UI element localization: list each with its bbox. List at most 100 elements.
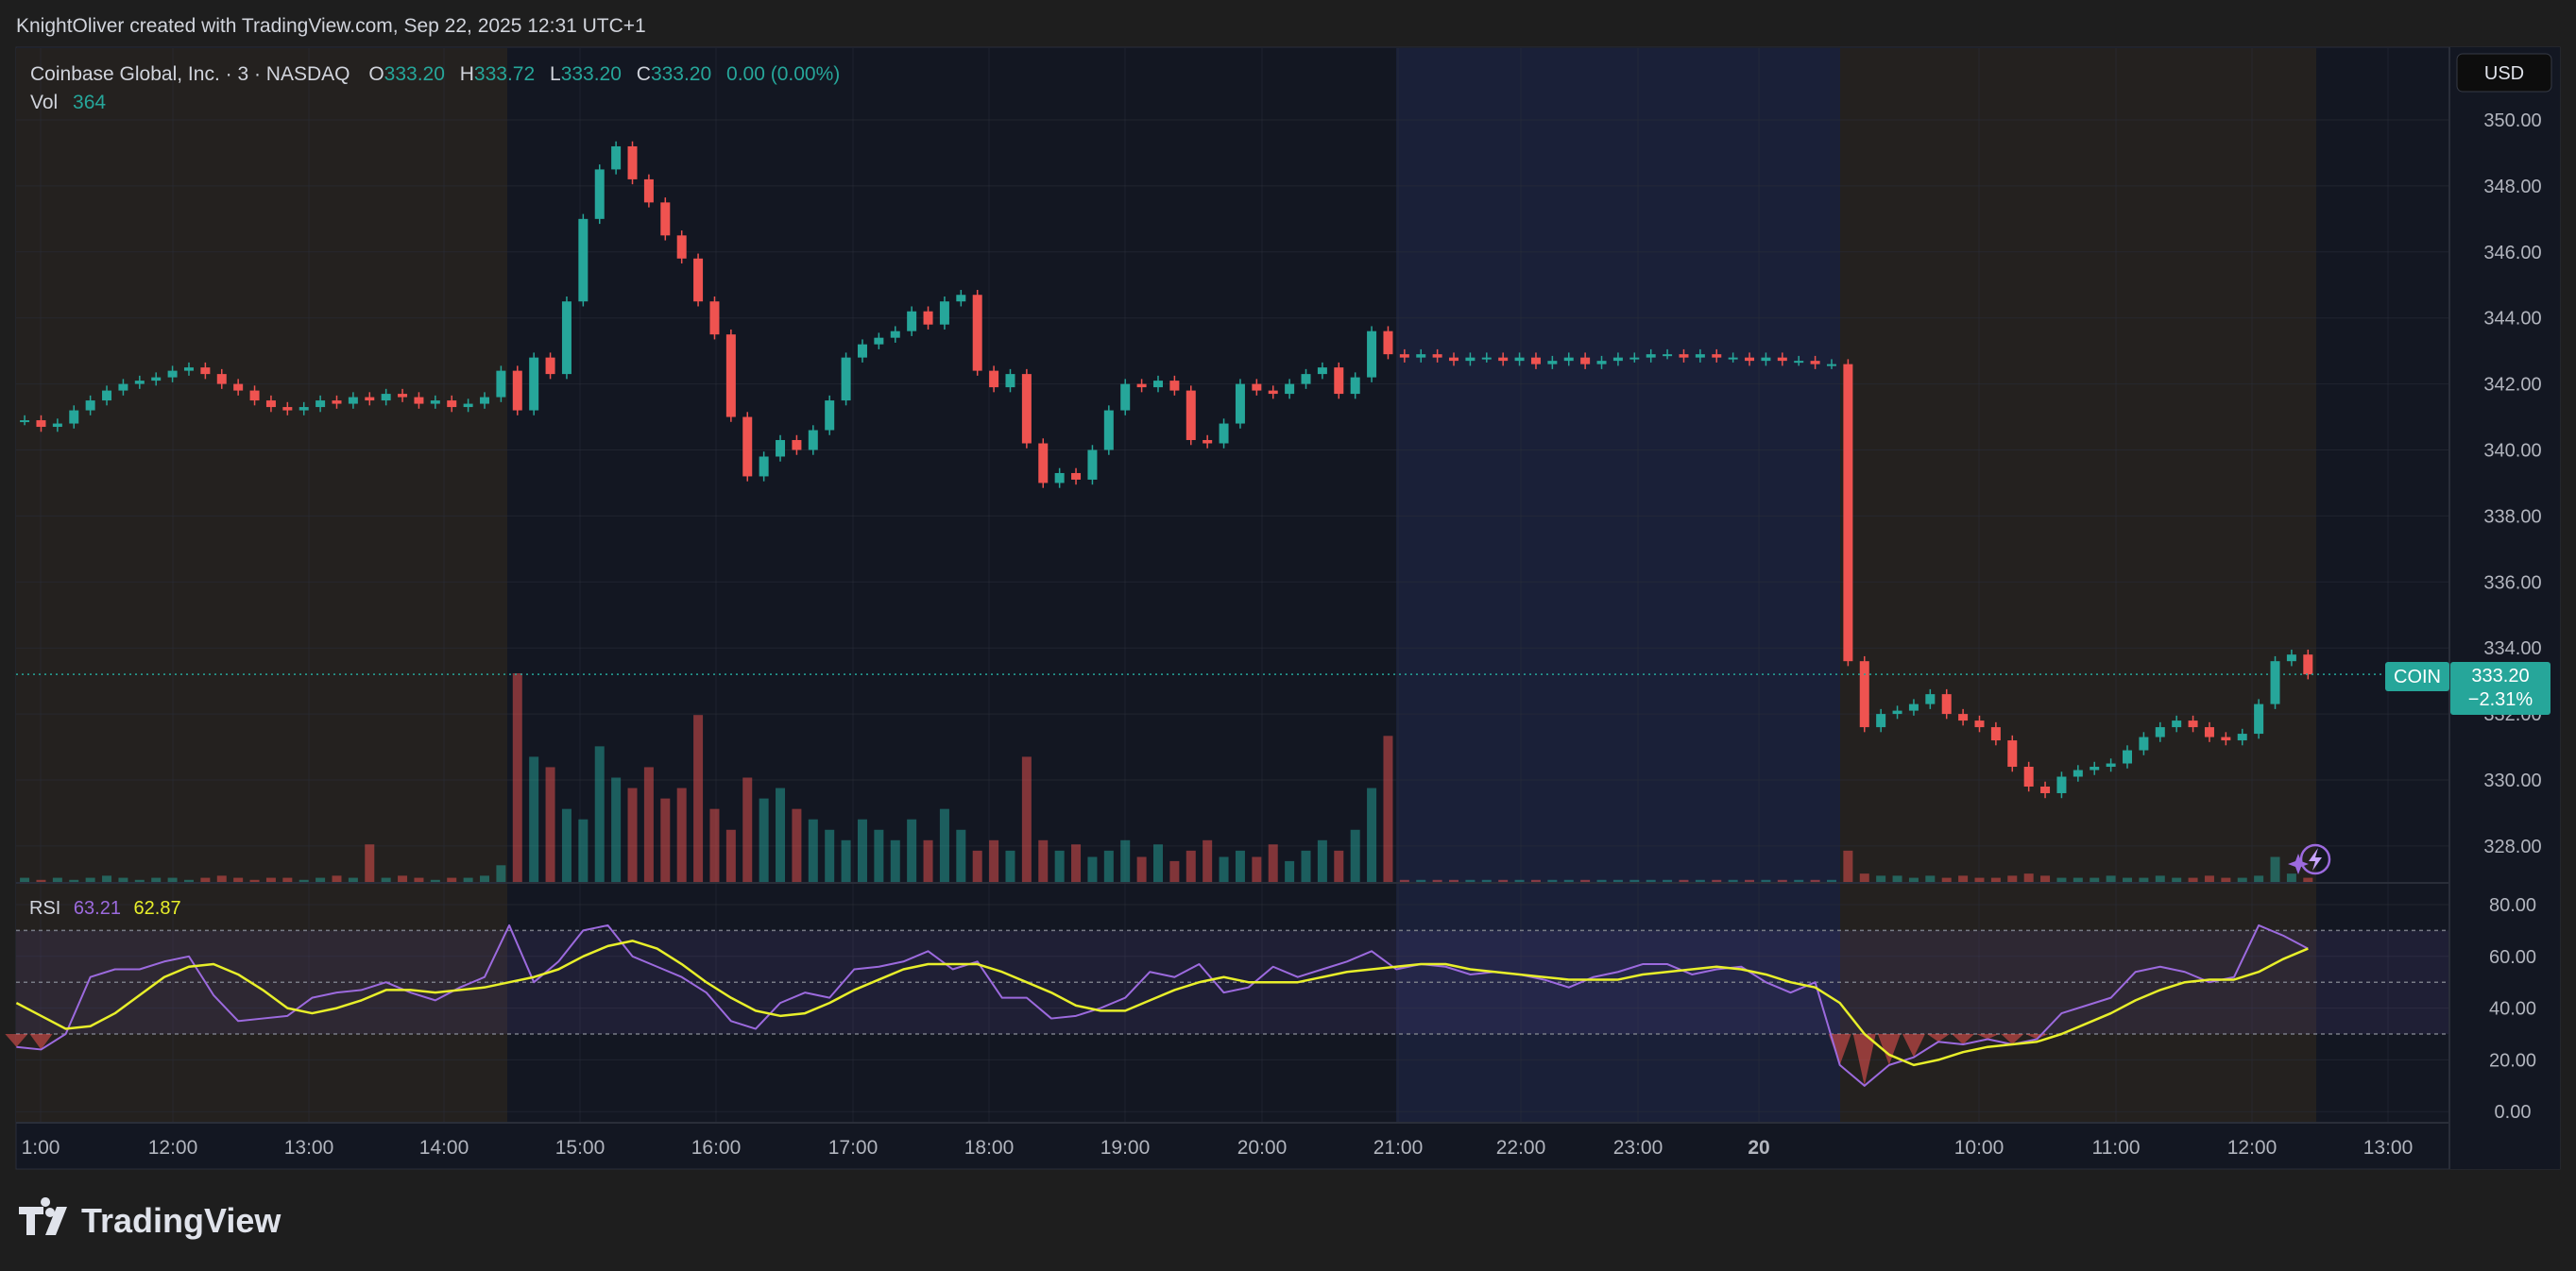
candle-body [265,400,276,408]
volume-bar [1087,856,1098,882]
candle-body [1481,357,1492,360]
volume-bar [972,850,982,882]
price-tick-label: 348.00 [2483,177,2541,197]
volume-bar [1136,856,1147,882]
close-label: C [637,63,651,85]
candle-body [134,381,145,384]
volume-bar [447,877,457,882]
time-tick-label: 16:00 [691,1137,742,1159]
volume-bar [1794,879,1804,882]
volume-bar [989,839,999,882]
volume-bar [1629,879,1640,882]
alert-lightning-icon[interactable] [2288,843,2331,875]
candle-body [1958,714,1969,721]
candle-body [1777,357,1787,362]
rsi-label[interactable]: RSI [29,898,60,919]
candle-body [348,397,358,404]
price-tick-label: 338.00 [2483,506,2541,527]
volume-bar [660,798,671,882]
rsi-tick-label: 40.00 [2489,999,2536,1020]
currency-button[interactable]: USD [2456,53,2552,93]
price-axis-labels: 350.00 348.00 346.00 344.00 342.00 340.00 338.… [2483,110,2541,857]
volume-bar [1350,829,1360,882]
volume-bar [693,715,704,882]
time-tick-label: 12:00 [148,1137,198,1159]
candle-body [2123,750,2133,764]
lightning-icon[interactable] [2309,848,2322,871]
volume-bar [1728,879,1738,882]
candle-body [183,367,194,371]
volume-bar [1005,850,1015,882]
candle-body [1038,443,1049,483]
volume-bar [2090,877,2100,882]
currency-button-bg[interactable] [2456,53,2552,93]
candle-body [857,344,867,358]
candle-body [216,374,227,384]
volume-bar [1383,736,1393,882]
volume-bar [2188,877,2198,882]
session-backgrounds [16,48,2449,1123]
volume-bar [561,808,571,882]
candle-body [874,337,884,345]
candle-body [1530,357,1541,364]
candle-body [2155,727,2165,737]
volume-bar [2303,877,2313,882]
candle-body [1580,357,1591,364]
candle-body [1810,361,1820,364]
volume-label[interactable]: Vol [30,92,58,113]
rsi-tick-label: 60.00 [2489,947,2536,968]
volume-bar [627,788,638,882]
candle-body [69,410,79,424]
candle-body [2040,786,2051,793]
candle-body [1120,383,1131,411]
candle-body [2221,737,2231,741]
volume-bar [398,875,408,882]
candle-body [20,420,30,423]
candle-body [2073,770,2083,777]
candle-body [1941,694,1952,715]
candle-body [759,456,769,477]
volume-bar [1547,879,1558,882]
candle-body [480,397,490,404]
candle-body [1761,357,1771,362]
volume-bar [1612,879,1623,882]
candle-body [956,295,966,302]
price-tick-label: 344.00 [2483,309,2541,330]
candle-body [643,178,654,203]
candle-body [1186,390,1196,441]
volume-bar [2270,856,2280,882]
volume-bar [299,879,309,882]
candle-body [923,311,933,325]
volume-bar [890,839,900,882]
open-label: O [368,63,384,85]
time-tick-label: 19:00 [1100,1137,1151,1159]
lightning-icon-ring[interactable] [2299,843,2331,875]
currency-button-label[interactable]: USD [2484,63,2524,84]
time-tick-label: 1:00 [22,1137,60,1159]
price-axis[interactable] [2449,47,2560,1169]
candle-body [1547,361,1558,364]
volume-bar [1449,879,1459,882]
candle-body [414,397,424,404]
volume-bar [1416,879,1426,882]
candle-body [2023,767,2034,787]
time-tick-label: 20 [1748,1137,1769,1159]
volume-bar [709,808,720,882]
candle-body [1563,357,1574,362]
symbol-title[interactable]: Coinbase Global, Inc. · 3 · NASDAQ [30,63,350,85]
candle-body [972,295,982,371]
volume-bar [1038,839,1049,882]
volume-bar [167,877,178,882]
session-band [1396,48,1840,1123]
candle-body [808,430,818,450]
candle-body [627,145,638,179]
volume-bar [332,875,342,882]
volume-bar [1021,756,1032,882]
tradingview-logo[interactable]: TradingView [19,1197,281,1240]
volume-bar [1859,873,1869,882]
volume-bar [923,839,933,882]
candle-body [2007,740,2018,768]
candle-body [1383,330,1393,355]
candle-body [2270,661,2280,704]
